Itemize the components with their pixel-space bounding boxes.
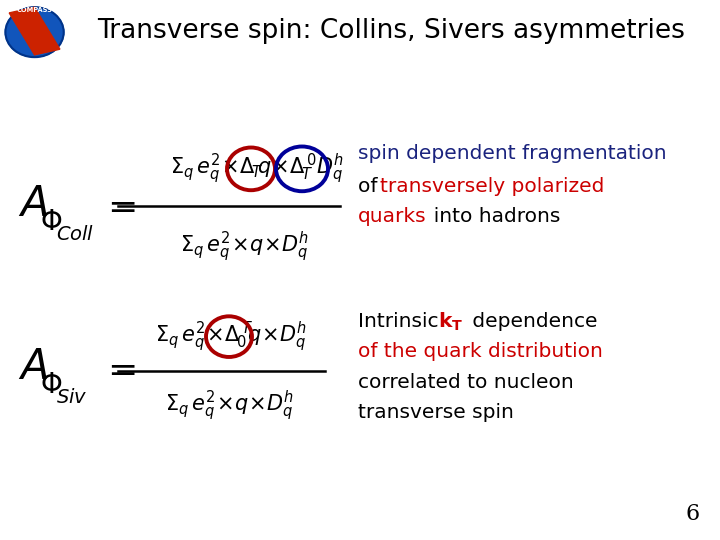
Text: $\mathbf{k_T}$: $\mathbf{k_T}$ xyxy=(438,310,463,333)
Text: correlated to nucleon: correlated to nucleon xyxy=(358,373,574,392)
Text: 6: 6 xyxy=(686,503,700,525)
Text: spin dependent fragmentation: spin dependent fragmentation xyxy=(358,144,667,163)
Text: $\mathit{Siv}$: $\mathit{Siv}$ xyxy=(56,388,88,407)
Text: $=$: $=$ xyxy=(100,190,135,224)
Polygon shape xyxy=(9,7,60,55)
Text: into hadrons: into hadrons xyxy=(421,207,560,226)
Text: transverse spin: transverse spin xyxy=(358,403,514,422)
Text: $\Sigma_q\,e_q^2\!\times\!\mathit{\Delta}_{\!T}\!q\!\times\!\mathit{\Delta}_{\!T: $\Sigma_q\,e_q^2\!\times\!\mathit{\Delta… xyxy=(170,152,344,186)
Text: Intrinsic: Intrinsic xyxy=(358,312,445,331)
Text: Transverse spin: Collins, Sivers asymmetries: Transverse spin: Collins, Sivers asymmet… xyxy=(97,18,685,44)
Text: $\mathit{A}$: $\mathit{A}$ xyxy=(18,184,48,226)
Text: transversely polarized: transversely polarized xyxy=(380,177,604,195)
Text: $\Sigma_q\,e_q^2\!\times\!q\!\times\!D_q^h$: $\Sigma_q\,e_q^2\!\times\!q\!\times\!D_q… xyxy=(165,389,294,423)
Text: $\Sigma_q\,e_q^2\!\times\!\mathit{\Delta}_{\!0}^{\,T}\!q\!\times\!D_q^h$: $\Sigma_q\,e_q^2\!\times\!\mathit{\Delta… xyxy=(155,320,307,354)
Text: $\mathit{A}$: $\mathit{A}$ xyxy=(18,346,48,388)
Text: $\Sigma_q\,e_q^2\!\times\!q\!\times\!D_q^h$: $\Sigma_q\,e_q^2\!\times\!q\!\times\!D_q… xyxy=(180,230,309,265)
Text: quarks: quarks xyxy=(358,207,427,226)
Text: of: of xyxy=(358,177,384,195)
Text: $\mathit{Coll}$: $\mathit{Coll}$ xyxy=(56,226,94,245)
Ellipse shape xyxy=(6,7,63,57)
Text: dependence: dependence xyxy=(466,312,598,331)
Text: COMPASS: COMPASS xyxy=(17,7,53,14)
Text: $=$: $=$ xyxy=(100,352,135,386)
Text: $\mathit{\Phi}$: $\mathit{\Phi}$ xyxy=(40,210,62,237)
Text: $\mathit{\Phi}$: $\mathit{\Phi}$ xyxy=(40,372,62,399)
Text: of the quark distribution: of the quark distribution xyxy=(358,342,603,361)
